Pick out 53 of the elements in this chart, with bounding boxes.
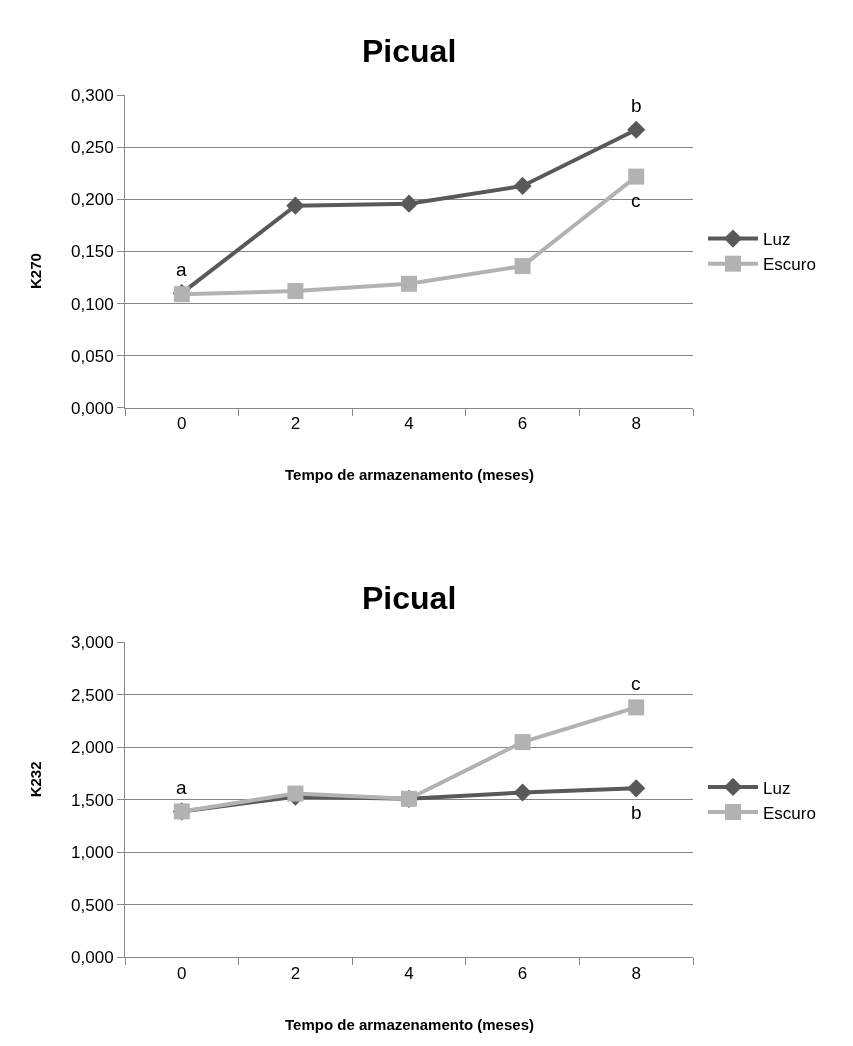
point (514, 258, 531, 275)
chart-title: Picual (362, 33, 457, 69)
point (627, 779, 646, 798)
y-tick-label: 0,300 (71, 86, 114, 106)
x-tick-label: 8 (631, 414, 641, 434)
x-tick-label: 6 (517, 963, 528, 983)
annotation: b (631, 802, 642, 823)
point (399, 194, 419, 213)
x-tick-label: 0 (177, 963, 187, 983)
y-tick-label: 0,000 (71, 948, 114, 968)
chart-title: Picual (362, 580, 457, 616)
point (628, 168, 645, 185)
y-tick-label: 3,000 (71, 633, 114, 653)
point (513, 783, 532, 802)
x-tick-label: 0 (177, 414, 187, 434)
annotation: a (176, 777, 187, 798)
y-axis-title: K270 (26, 253, 44, 290)
y-tick-label: 0,050 (71, 346, 114, 366)
x-axis-title: Tempo de armazenamento (meses) (285, 466, 534, 483)
x-tick-label: 4 (404, 414, 414, 434)
point (401, 275, 417, 292)
point (513, 176, 532, 196)
y-tick-label: 0,150 (71, 242, 114, 262)
point (287, 283, 304, 300)
y-tick-label: 2,500 (71, 685, 114, 705)
point (514, 734, 531, 751)
x-axis-title: Tempo de armazenamento (meses) (285, 1016, 534, 1033)
annotation: b (631, 95, 642, 116)
y-axis-title: K232 (26, 761, 44, 798)
point (287, 785, 304, 802)
x-tick-label: 8 (631, 963, 641, 983)
y-tick-label: 1,500 (71, 790, 114, 810)
annotation: c (631, 190, 641, 211)
y-tick-label: 2,000 (71, 738, 114, 758)
legend-label: Escuro (763, 803, 816, 823)
y-tick-label: 0,250 (71, 138, 114, 158)
y-tick-label: 0,100 (71, 294, 114, 314)
point (628, 699, 645, 716)
legend-label: Luz (763, 778, 791, 798)
point (286, 196, 305, 215)
x-tick-label: 2 (290, 963, 301, 983)
annotation: a (176, 259, 187, 280)
legend-label: Luz (763, 230, 791, 250)
point (627, 120, 646, 139)
y-tick-label: 1,000 (71, 843, 114, 863)
annotation: c (631, 673, 641, 694)
legend-label: Escuro (763, 255, 816, 275)
y-tick-label: 0,200 (71, 190, 114, 210)
x-tick-label: 4 (404, 963, 414, 983)
y-tick-label: 0,000 (71, 398, 114, 418)
y-tick-label: 0,500 (71, 895, 114, 915)
x-tick-label: 2 (290, 414, 301, 434)
x-tick-label: 6 (517, 414, 528, 434)
